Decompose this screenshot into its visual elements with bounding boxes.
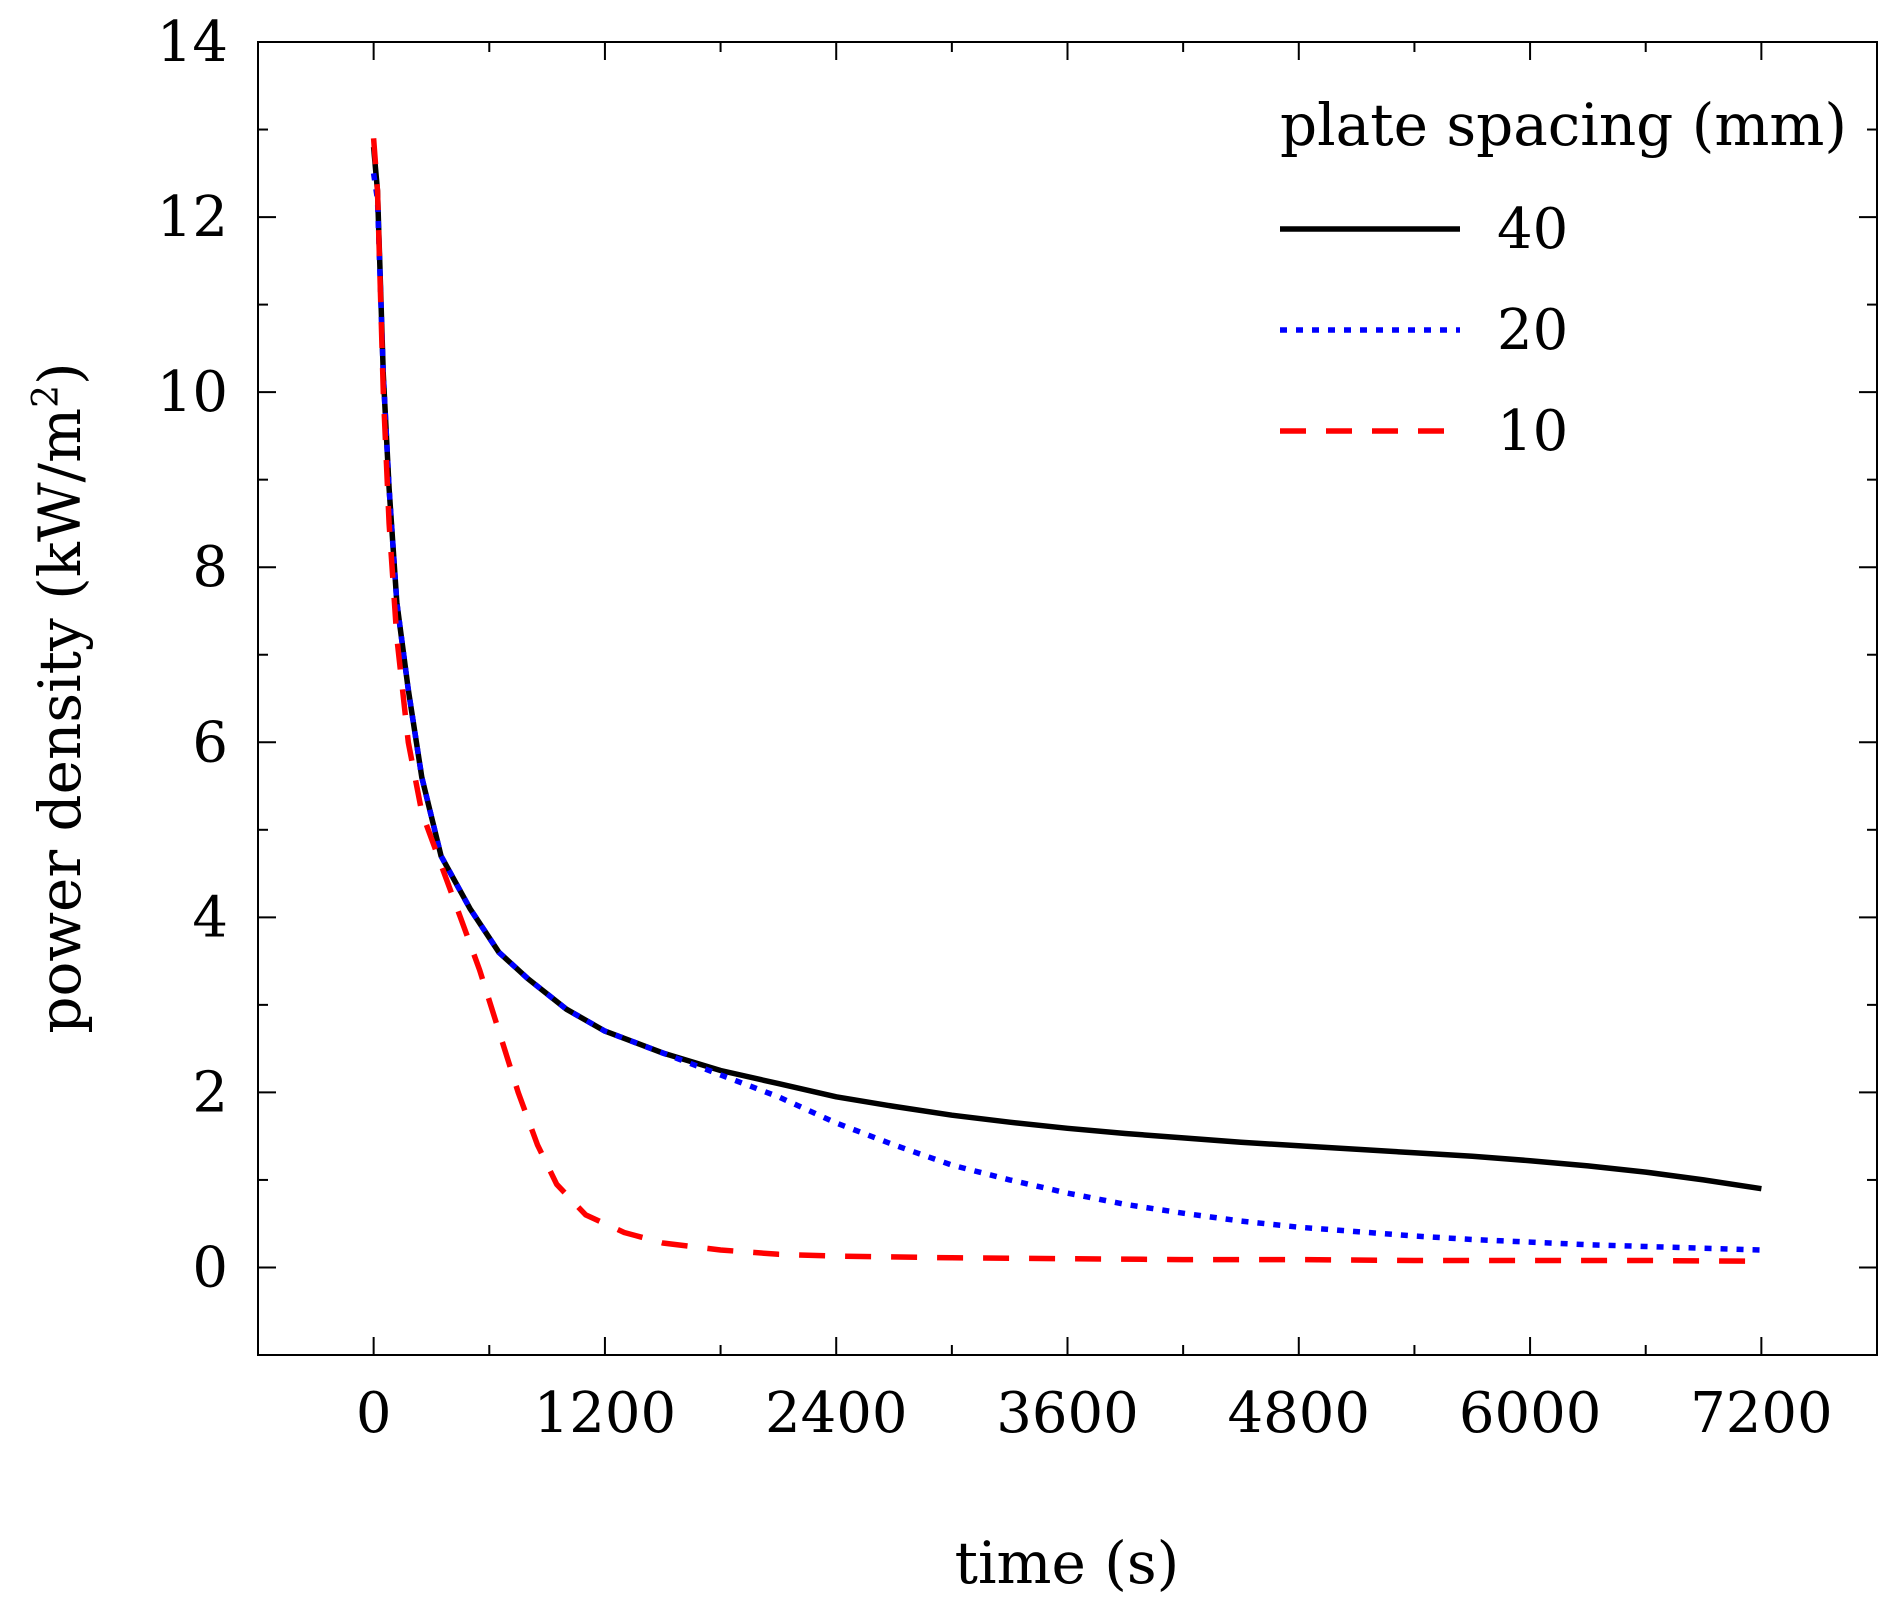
minor-ticks: [258, 42, 1877, 1356]
y-tick-label: 14: [157, 10, 228, 75]
legend: plate spacing (mm) 40 20 10: [1280, 91, 1847, 464]
y-tick-label: 8: [192, 535, 228, 600]
y-tick-label: 12: [157, 185, 228, 250]
x-tick-label: 3600: [996, 1381, 1139, 1446]
y-tick-label: 2: [192, 1060, 228, 1125]
legend-label-10: 10: [1497, 399, 1568, 464]
y-axis-label-close: ): [26, 362, 94, 385]
series-line-20: [370, 172, 1762, 1253]
y-tick-label: 10: [157, 360, 228, 425]
x-tick-label: 7200: [1690, 1381, 1833, 1446]
y-tick-label: 6: [192, 710, 228, 775]
legend-title: plate spacing (mm): [1280, 91, 1847, 159]
x-axis-label: time (s): [955, 1529, 1180, 1597]
y-axis-label-superscript: 2: [26, 385, 67, 408]
y-axis-label-main: power density (kW/m: [26, 408, 94, 1034]
x-tick-labels: 0 1200 2400 3600 4800 6000 7200: [356, 1381, 1833, 1446]
y-axis-label: power density (kW/m2): [26, 362, 94, 1033]
y-tick-label: 4: [192, 885, 228, 950]
legend-label-40: 40: [1497, 197, 1568, 262]
series-lines: [370, 138, 1762, 1265]
series-line-10: [370, 138, 1762, 1265]
legend-entries: 40 20 10: [1280, 197, 1568, 464]
y-tick-label: 0: [192, 1235, 228, 1300]
x-tick-label: 2400: [765, 1381, 908, 1446]
y-tick-labels: 0 2 4 6 8 10 12 14: [157, 10, 228, 1300]
x-tick-label: 4800: [1228, 1381, 1371, 1446]
x-tick-label: 6000: [1459, 1381, 1602, 1446]
plot-frame: [257, 41, 1878, 1356]
x-tick-label: 1200: [534, 1381, 677, 1446]
x-tick-label: 0: [356, 1381, 392, 1446]
major-ticks: [258, 41, 1877, 1355]
legend-label-20: 20: [1497, 298, 1568, 363]
